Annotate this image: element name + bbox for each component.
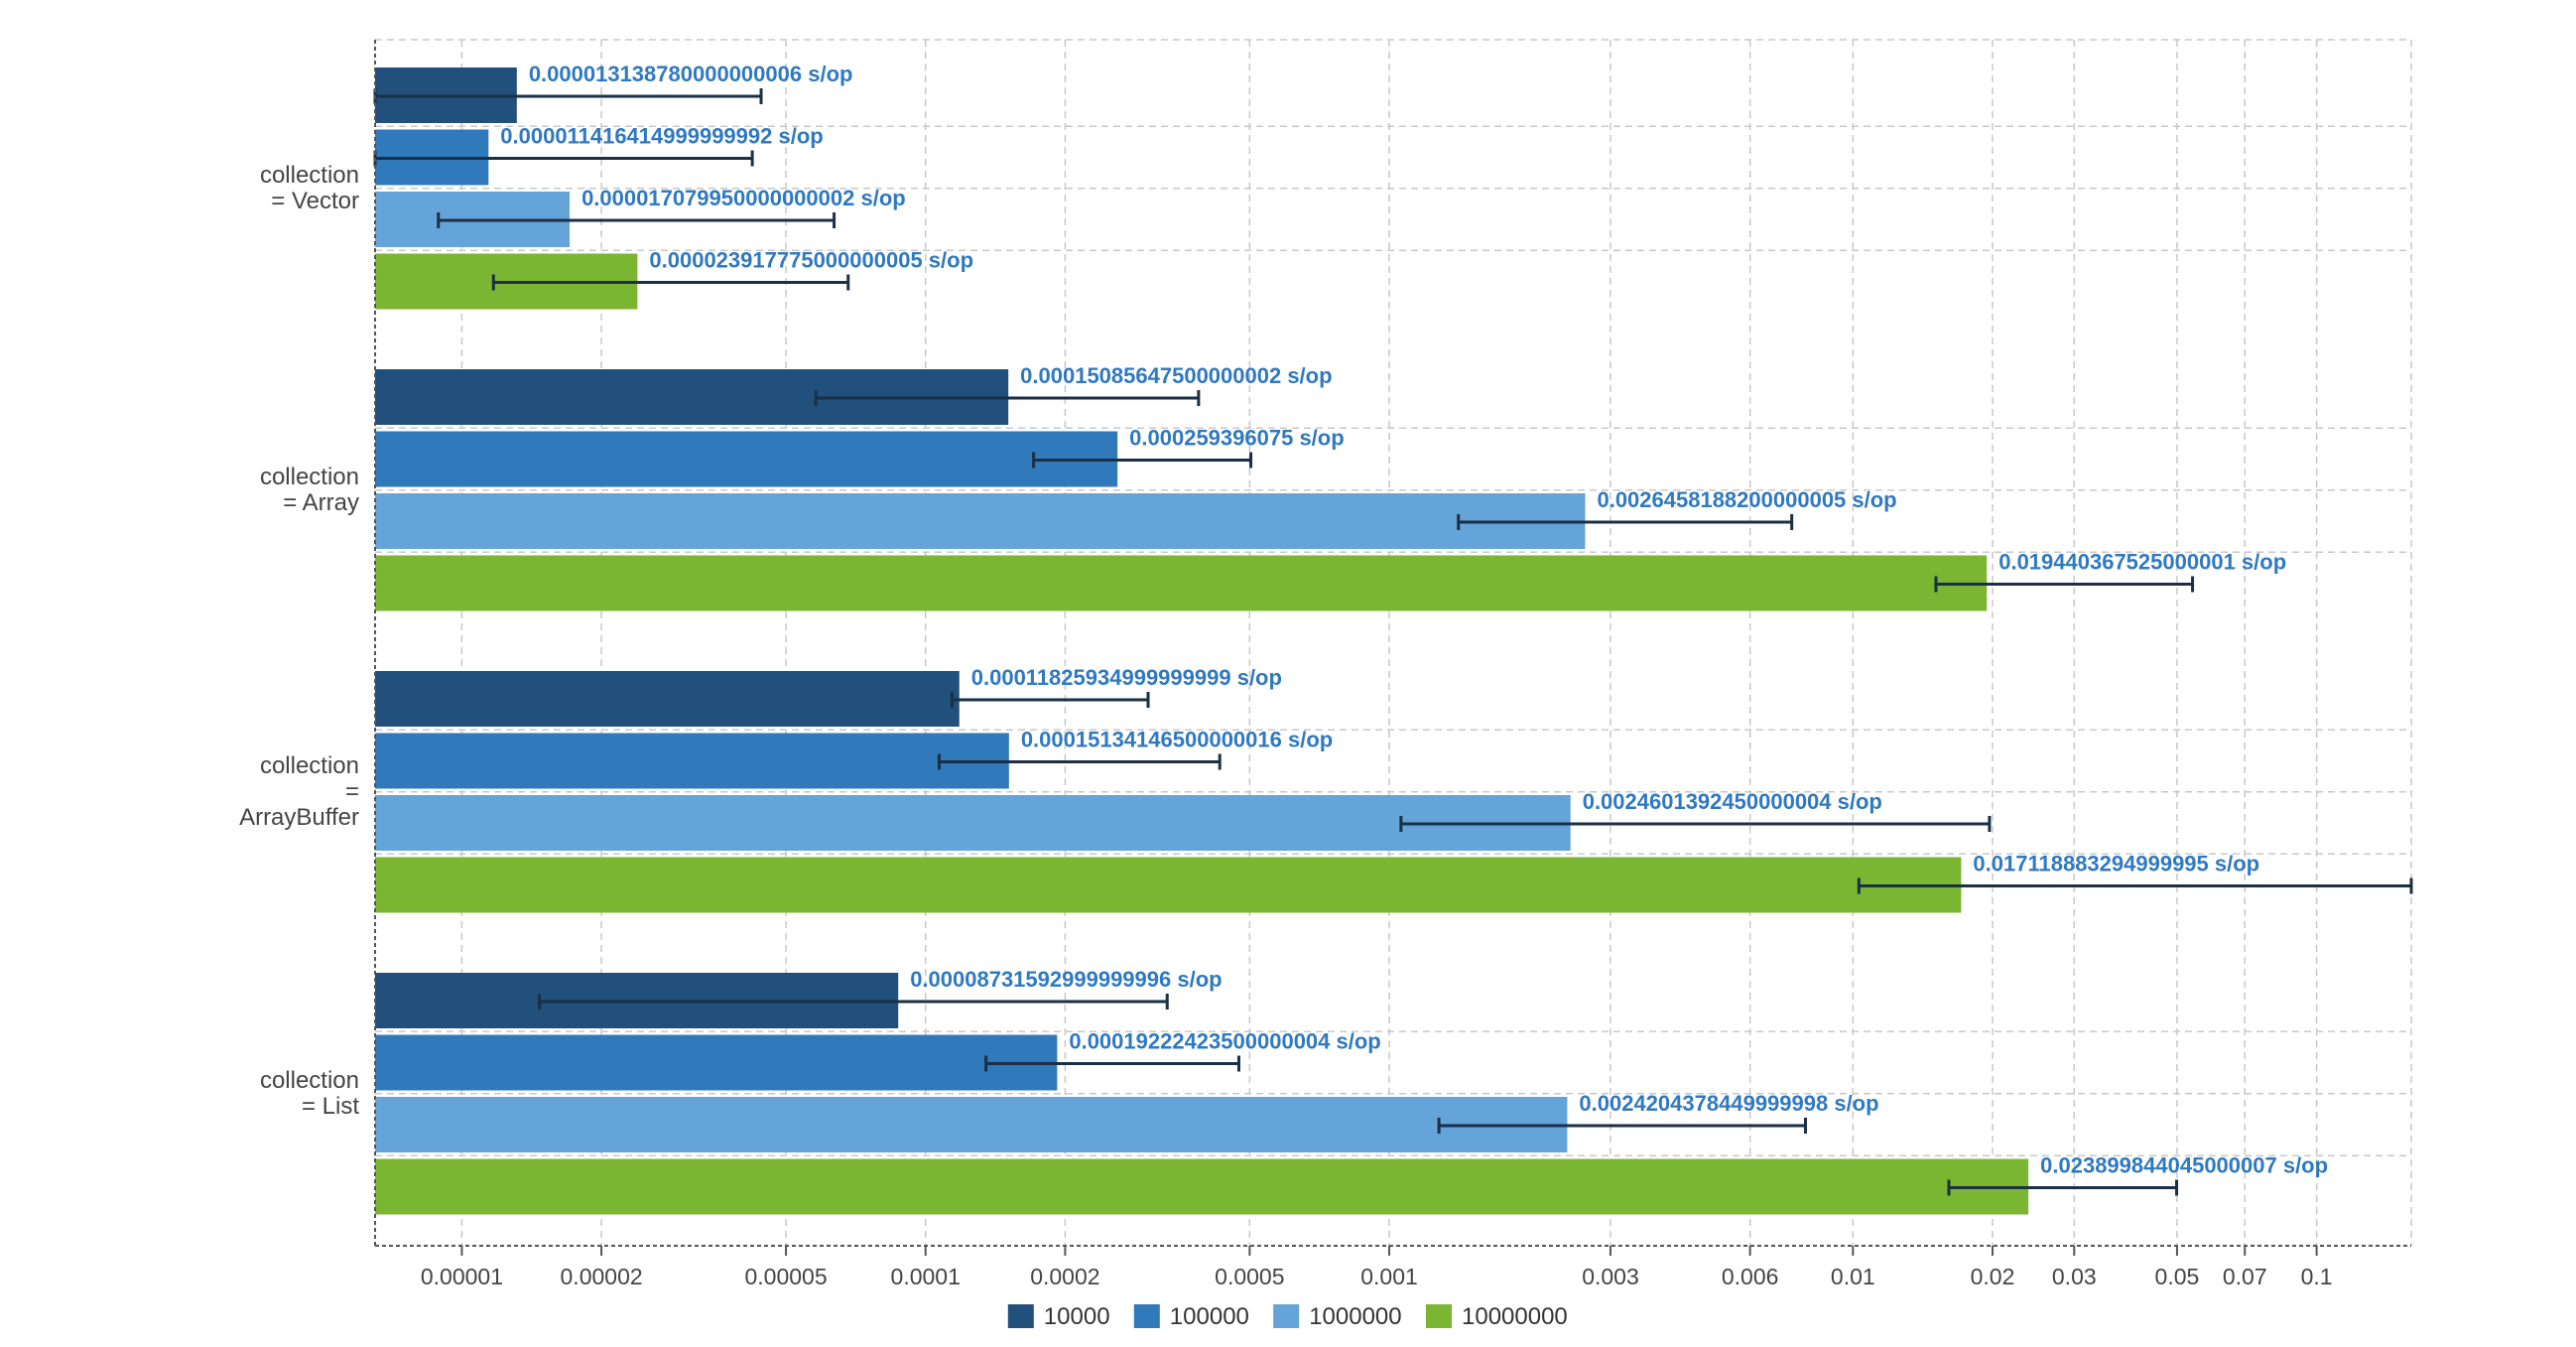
bar — [375, 1034, 1058, 1091]
bar — [375, 671, 960, 727]
category-label: collection = ArrayBuffer — [239, 752, 359, 831]
label-layer: 0.000013138780000000006 s/op 0.0000114164… — [500, 62, 2328, 1178]
data-label: 0.00011825934999999999 s/op — [971, 665, 1282, 690]
data-label: 0.000017079950000000002 s/op — [581, 186, 906, 210]
legend-label: 10000000 — [1462, 1303, 1568, 1330]
data-label: 0.023899844045000007 s/op — [2040, 1153, 2328, 1178]
grid-layer — [375, 39, 2412, 1246]
x-tick-label: 0.00001 — [421, 1264, 503, 1289]
data-label: 0.00015134146500000016 s/op — [1021, 728, 1333, 752]
x-tick-label: 0.01 — [1831, 1264, 1875, 1289]
data-label: 0.00019222423500000004 s/op — [1069, 1029, 1380, 1054]
bar — [375, 555, 1988, 611]
data-label: 0.000013138780000000006 s/op — [529, 62, 853, 86]
data-label: 0.0024601392450000004 s/op — [1583, 789, 1882, 814]
x-tick-label: 0.001 — [1360, 1264, 1418, 1289]
bar — [375, 733, 1009, 789]
legend-swatch — [1133, 1304, 1160, 1328]
x-tick-label: 0.003 — [1582, 1264, 1639, 1289]
bar — [375, 431, 1118, 487]
data-label: 0.0026458188200000005 s/op — [1597, 487, 1896, 512]
legend-layer: 10000 100000 1000000 10000000 — [1007, 1303, 1568, 1330]
data-label: 0.00008731592999999996 s/op — [910, 967, 1222, 992]
legend-swatch — [1426, 1304, 1452, 1328]
legend-swatch — [1273, 1304, 1300, 1328]
data-label: 0.017118883294999995 s/op — [1973, 852, 2259, 876]
x-tick-label: 0.00005 — [744, 1264, 827, 1289]
x-tick-label: 0.00002 — [561, 1264, 643, 1289]
category-label: collection = List — [260, 1067, 359, 1120]
data-label: 0.000023917775000000005 s/op — [649, 248, 973, 273]
x-tick-label: 0.0001 — [891, 1264, 961, 1289]
bar-layer — [373, 67, 2413, 1215]
x-tick-label: 0.0002 — [1030, 1264, 1099, 1289]
data-label: 0.000011416414999999992 s/op — [500, 124, 823, 149]
x-tick-label: 0.006 — [1722, 1264, 1779, 1289]
x-tick-label: 0.05 — [2155, 1264, 2200, 1289]
data-label: 0.0024204378449999998 s/op — [1579, 1091, 1878, 1116]
category-label: collection = Array — [260, 464, 359, 516]
bar — [375, 795, 1571, 851]
legend-label: 10000 — [1044, 1303, 1110, 1330]
data-label: 0.00015085647500000002 s/op — [1020, 363, 1332, 388]
bar — [375, 1097, 1568, 1152]
x-tick-label: 0.03 — [2052, 1264, 2097, 1289]
x-tick-label: 0.1 — [2301, 1264, 2333, 1289]
data-label: 0.000259396075 s/op — [1129, 426, 1345, 451]
category-label: collection = Vector — [260, 162, 359, 214]
legend-label: 100000 — [1170, 1303, 1249, 1330]
bar — [375, 493, 1586, 549]
legend-label: 1000000 — [1309, 1303, 1401, 1330]
axis-layer: collection = Vector collection = Array colle… — [239, 40, 2411, 1289]
data-label: 0.019440367525000001 s/op — [1998, 550, 2286, 575]
bar — [375, 1158, 2029, 1215]
x-tick-label: 0.0005 — [1215, 1264, 1284, 1289]
x-tick-label: 0.02 — [1971, 1264, 2015, 1289]
bar — [375, 857, 1962, 913]
x-tick-label: 0.07 — [2223, 1264, 2267, 1289]
legend-swatch — [1007, 1304, 1034, 1328]
